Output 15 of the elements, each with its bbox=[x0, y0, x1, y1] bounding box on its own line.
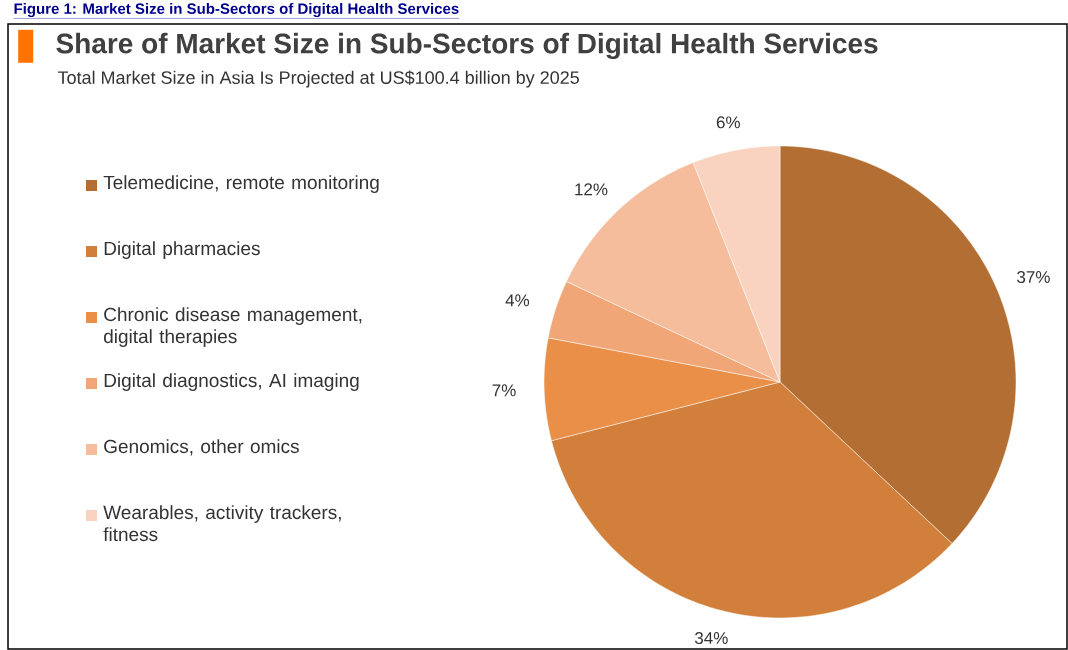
data-label: 37% bbox=[1017, 270, 1050, 284]
legend-label: Digital diagnostics, AI imaging bbox=[104, 373, 359, 391]
legend-label: Telemedicine, remote monitoring bbox=[103, 175, 379, 193]
legend-label: Chronic disease management, digital therapies bbox=[104, 307, 362, 347]
data-label: 6% bbox=[716, 116, 740, 129]
data-label: 4% bbox=[505, 294, 530, 307]
legend-label: Wearables, activity trackers, fitness bbox=[103, 505, 341, 542]
chart-subtitle: Total Market Size in Asia Is Projected at US$100.4 billion by 2025 bbox=[57, 70, 579, 88]
data-label: 12% bbox=[575, 183, 608, 196]
legend-label: Digital pharmacies bbox=[104, 241, 260, 259]
data-label: 7% bbox=[492, 384, 516, 397]
legend-label: Genomics, other omics bbox=[104, 439, 299, 456]
caption: Figure 1: Market Size in Sub-Sectors of Digital Health Services bbox=[14, 2, 459, 18]
data-label: 34% bbox=[694, 631, 728, 645]
chart-title: Share of Market Size in Sub-Sectors of Digital Health Services bbox=[56, 32, 878, 60]
